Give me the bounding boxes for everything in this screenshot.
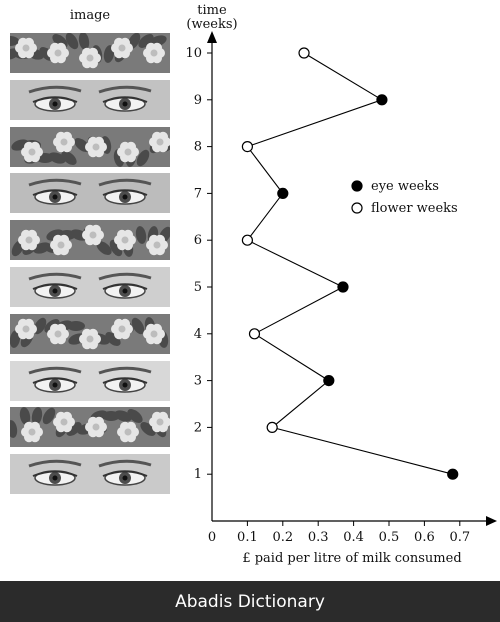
eye-week-point xyxy=(337,281,349,293)
axes xyxy=(207,31,497,526)
x-tick-label: 0.4 xyxy=(343,530,364,545)
figure: image 0 0.1 0.2 0.3 0.4 0.5 0.6 0.7 1 2 3 4 5 6 7 8 9 10 … xyxy=(10,3,497,566)
y-tick-label: 10 xyxy=(185,46,202,61)
connecting-line xyxy=(246,52,453,475)
y-tick-label: 9 xyxy=(194,93,202,108)
watermark-bar: Abadis Dictionary xyxy=(0,581,500,622)
legend-label-flower-weeks: flower weeks xyxy=(371,201,458,216)
eye-week-point xyxy=(376,94,388,106)
x-tick-label: 0.1 xyxy=(237,530,258,545)
flower-week-point xyxy=(266,421,278,433)
watermark-text: Abadis Dictionary xyxy=(175,591,325,612)
y-tick-label: 1 xyxy=(194,467,202,482)
y-axis-title-line-2: (weeks) xyxy=(186,17,237,32)
y-axis-title-line-1: time xyxy=(197,3,227,18)
eye-week-point xyxy=(447,468,459,480)
eye-week-point xyxy=(277,187,289,199)
eyes-image-strip xyxy=(10,79,170,120)
legend-label-eye-weeks: eye weeks xyxy=(371,179,439,194)
flower-week-point xyxy=(248,328,261,340)
data-points xyxy=(241,47,459,480)
flowers-image-strip xyxy=(10,220,170,261)
x-tick-label: 0.2 xyxy=(272,530,293,545)
x-axis-title: £ paid per litre of milk consumed xyxy=(242,551,461,566)
ticks: 0 0.1 0.2 0.3 0.4 0.5 0.6 0.7 1 2 3 4 5 6 7 8 9 10 xyxy=(185,46,470,545)
y-tick-label: 7 xyxy=(194,186,202,201)
x-tick-label: 0.7 xyxy=(449,530,470,545)
y-tick-label: 5 xyxy=(194,280,202,295)
x-axis-arrow xyxy=(486,516,497,526)
y-tick-label: 4 xyxy=(194,327,202,342)
y-axis-arrow xyxy=(207,31,217,43)
series-line xyxy=(246,52,453,475)
flower-week-point xyxy=(241,141,253,153)
eyes-image-strip xyxy=(10,454,170,495)
flowers-image-strip xyxy=(10,407,170,448)
eye-week-point xyxy=(323,375,335,387)
y-tick-label: 8 xyxy=(194,140,202,155)
image-column-header: image xyxy=(69,8,111,23)
eyes-image-strip xyxy=(10,360,170,401)
flowers-image-strip xyxy=(10,33,170,73)
legend-marker-flower-weeks xyxy=(351,202,363,214)
eyes-image-strip xyxy=(10,173,170,214)
y-tick-label: 6 xyxy=(194,233,202,248)
line-chart: 0 0.1 0.2 0.3 0.4 0.5 0.6 0.7 1 2 3 4 5 6 7 8 9 10 eye we… xyxy=(185,3,497,566)
y-tick-label: 3 xyxy=(194,374,202,389)
y-tick-label: 2 xyxy=(194,420,202,435)
x-tick-label: 0 xyxy=(208,530,216,545)
flower-week-point xyxy=(241,234,253,246)
eyes-image-strip xyxy=(10,267,170,307)
flowers-image-strip xyxy=(10,313,170,354)
flowers-image-strip xyxy=(10,126,170,167)
x-tick-label: 0.6 xyxy=(414,530,435,545)
x-tick-label: 0.5 xyxy=(379,530,400,545)
legend-marker-eye-weeks xyxy=(351,180,363,192)
flower-week-point xyxy=(298,47,310,59)
x-tick-label: 0.3 xyxy=(308,530,329,545)
legend: eye weeks flower weeks xyxy=(351,179,458,216)
